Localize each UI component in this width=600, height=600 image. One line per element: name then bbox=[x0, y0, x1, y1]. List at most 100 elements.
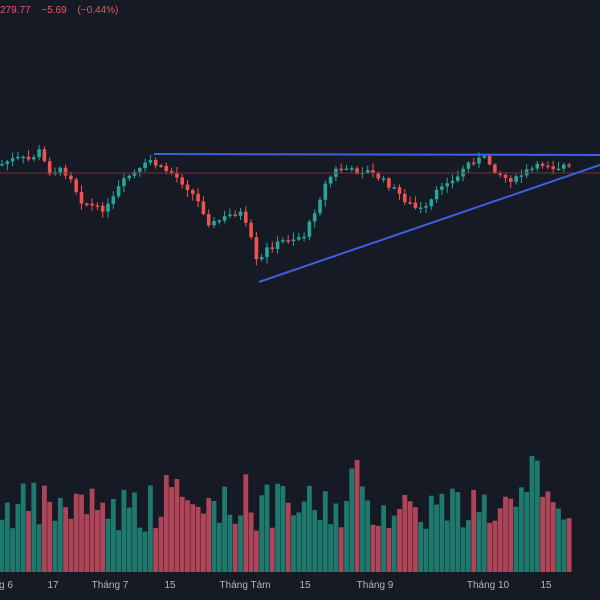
volume-bar bbox=[201, 513, 206, 572]
candle-body bbox=[32, 157, 36, 160]
candle-body bbox=[159, 165, 163, 167]
volume-bar bbox=[84, 514, 90, 572]
candlesticks bbox=[0, 145, 571, 266]
candle-body bbox=[212, 221, 216, 226]
volume-bar bbox=[476, 512, 482, 572]
volume-bar bbox=[407, 501, 413, 572]
volume-bar bbox=[121, 489, 127, 572]
candle-body bbox=[487, 155, 492, 165]
candle-body bbox=[106, 203, 110, 212]
candle-body bbox=[371, 170, 375, 173]
volume-bar bbox=[185, 500, 190, 572]
candle-body bbox=[164, 165, 169, 172]
candle-body bbox=[16, 156, 20, 159]
candle-body bbox=[270, 247, 275, 250]
volume-bar bbox=[0, 519, 5, 572]
volume-bar bbox=[158, 516, 164, 572]
candle-body bbox=[556, 168, 561, 171]
volume-bar bbox=[137, 527, 143, 572]
volume-bar bbox=[322, 491, 328, 572]
candle-body bbox=[344, 168, 349, 171]
candle-body bbox=[302, 236, 306, 239]
volume-bar bbox=[126, 507, 132, 572]
volume-bar bbox=[391, 515, 397, 572]
volume-bar bbox=[259, 495, 265, 572]
resistance-trendline[interactable] bbox=[153, 153, 600, 156]
price-header: 279.77 −5.69 (−0.44%) bbox=[0, 5, 126, 16]
candle-body bbox=[339, 168, 343, 171]
candle-body bbox=[254, 237, 259, 260]
volume-bar bbox=[269, 527, 275, 572]
volume-bar bbox=[550, 502, 556, 572]
candle-body bbox=[546, 165, 550, 168]
volume-bar bbox=[105, 518, 111, 572]
candle-body bbox=[122, 178, 126, 187]
candle-body bbox=[434, 189, 439, 200]
volume-bar bbox=[492, 520, 498, 572]
x-tick-label: g 6 bbox=[0, 580, 13, 591]
candle-body bbox=[5, 161, 10, 164]
volume-bar bbox=[31, 482, 37, 572]
candle-body bbox=[95, 205, 100, 207]
volume-bar bbox=[434, 504, 439, 572]
volume-bar bbox=[285, 502, 291, 572]
candle-body bbox=[37, 149, 41, 158]
candle-body bbox=[100, 205, 105, 212]
x-tick-label: Tháng Tám bbox=[219, 580, 271, 591]
candle-body bbox=[482, 155, 487, 158]
candle-body bbox=[249, 222, 253, 238]
support-trendline[interactable] bbox=[258, 164, 600, 283]
volume-bar bbox=[110, 498, 116, 572]
candle-body bbox=[228, 214, 232, 217]
candle-body bbox=[169, 171, 174, 174]
volume-bar bbox=[163, 475, 169, 572]
volume-bar bbox=[307, 485, 312, 572]
candle-body bbox=[69, 175, 73, 180]
x-tick-label: Tháng 10 bbox=[466, 580, 510, 591]
volume-bar bbox=[556, 508, 561, 572]
candle-body bbox=[148, 160, 153, 163]
volume-bar bbox=[132, 492, 137, 572]
volume-bar bbox=[57, 497, 63, 572]
volume-bar bbox=[455, 492, 461, 572]
candle-body bbox=[111, 196, 116, 204]
volume-bar bbox=[312, 509, 318, 572]
candle-body bbox=[297, 237, 301, 240]
candle-body bbox=[466, 162, 471, 169]
candle-body bbox=[10, 158, 15, 162]
volume-bar bbox=[206, 498, 212, 572]
candle-body bbox=[286, 240, 290, 242]
candle-body bbox=[244, 211, 248, 223]
volume-bar bbox=[10, 528, 15, 572]
candle-body bbox=[413, 202, 418, 208]
last-price: 279.77 bbox=[0, 5, 31, 16]
volume-bar bbox=[381, 505, 386, 572]
candle-body bbox=[535, 163, 540, 169]
candle-body bbox=[191, 189, 195, 194]
candle-body bbox=[387, 178, 391, 188]
candle-body bbox=[196, 193, 200, 202]
volume-bar bbox=[344, 501, 349, 572]
candle-body bbox=[355, 168, 359, 174]
volume-bar bbox=[26, 511, 31, 572]
volume-bar bbox=[291, 515, 296, 572]
volume-bar bbox=[36, 524, 42, 572]
volume-bar bbox=[365, 500, 371, 572]
volume-bar bbox=[534, 460, 540, 572]
candle-body bbox=[291, 239, 296, 242]
volume-bar bbox=[89, 488, 95, 572]
candle-body bbox=[116, 186, 121, 197]
candle-body bbox=[58, 167, 63, 173]
candle-body bbox=[392, 187, 396, 189]
volume-bar bbox=[360, 486, 365, 572]
volume-bar bbox=[116, 530, 121, 572]
candle-body bbox=[233, 214, 237, 216]
candle-body bbox=[143, 162, 147, 169]
candle-body bbox=[540, 163, 545, 166]
candle-body bbox=[138, 168, 142, 172]
volume-bar bbox=[402, 495, 408, 572]
volume-bars bbox=[0, 455, 572, 572]
x-tick-label: 15 bbox=[299, 580, 311, 591]
candle-body bbox=[397, 187, 402, 194]
